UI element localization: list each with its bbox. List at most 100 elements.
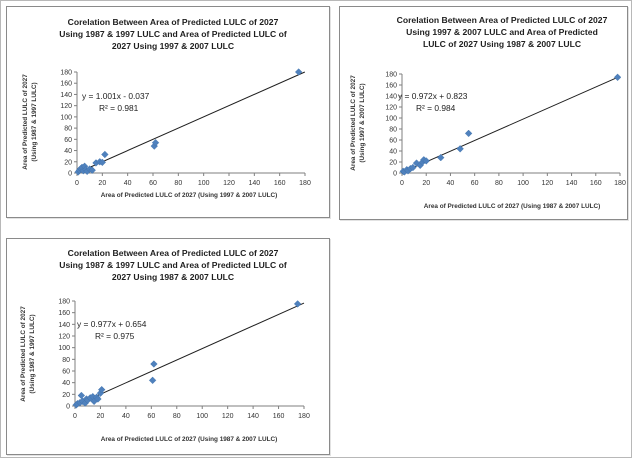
data-point [98,385,106,394]
x-tick-label: 60 [147,413,155,420]
chart-title-line: Corelation Between Area of Predicted LUL… [68,17,279,27]
y-tick-label: 140 [58,322,70,329]
data-point [150,360,158,368]
trendline-equation: y = 0.977x + 0.654 [77,319,147,329]
y-tick-label: 0 [68,171,72,178]
y-tick-label: 100 [58,345,70,352]
chart-panel-2: Corelation Between Area of Predicted LUL… [339,6,628,220]
chart-title-line: Corelation Between Area of Predicted LUL… [68,248,279,258]
y-tick-label: 20 [389,160,397,167]
x-tick-label: 120 [541,180,553,187]
data-point [412,159,421,167]
x-axis-label: Area of Predicted LULC of 2027 (Using 19… [101,436,278,443]
data-point [409,163,417,172]
y-tick-label: 140 [60,92,72,99]
x-tick-label: 40 [124,180,132,187]
data-point [94,395,102,403]
y-tick-label: 120 [58,334,70,341]
data-point [148,376,157,385]
data-point [613,73,622,81]
data-point [422,157,430,165]
y-tick-label: 120 [385,105,397,112]
x-axis-label: Area of Predicted LULC of 2027 (Using 19… [424,203,601,210]
trendline-r-squared: R² = 0.984 [416,103,456,113]
trendline-r-squared: R² = 0.981 [99,103,139,113]
y-tick-label: 40 [389,149,397,156]
y-axis-label: Area of Predicted LULC of 2027 (Using 199… [350,75,366,171]
y-axis-label: Area of Predicted LULC of 2027 (Using 198… [20,306,36,402]
data-point [151,139,160,147]
x-tick-label: 140 [248,180,260,187]
trendline-equation: y = 1.001x - 0.037 [82,91,150,101]
y-axis-label-line: (Using 1987 & 1997 LULC) [29,314,36,393]
x-tick-label: 100 [196,413,208,420]
x-tick-label: 60 [471,180,479,187]
data-point [88,166,96,174]
x-tick-label: 60 [149,180,157,187]
x-tick-label: 40 [447,180,455,187]
trendline-r-squared: R² = 0.975 [95,331,135,341]
x-tick-label: 20 [422,180,430,187]
y-tick-label: 120 [60,103,72,110]
x-tick-label: 140 [247,413,259,420]
data-point [294,68,303,76]
y-tick-label: 180 [58,299,70,306]
data-point [437,153,445,162]
y-tick-label: 180 [60,70,72,77]
chart-title-line: LULC of 2027 Using 1987 & 2007 LULC [423,39,581,49]
scatter-chart-3: Corelation Between Area of Predicted LUL… [20,248,310,443]
x-tick-label: 160 [590,180,602,187]
data-point [456,145,464,153]
x-tick-label: 20 [97,413,105,420]
y-tick-label: 80 [62,357,70,364]
y-tick-label: 100 [60,114,72,121]
x-tick-label: 160 [273,413,285,420]
data-point [98,158,107,167]
scatter-chart-1: Corelation Between Area of Predicted LUL… [22,17,311,199]
y-tick-label: 160 [385,83,397,90]
x-tick-label: 80 [174,180,182,187]
x-tick-label: 180 [298,413,310,420]
y-axis-label-line: (Using 1997 & 2007 LULC) [359,83,366,162]
chart-panel-1: Corelation Between Area of Predicted LUL… [6,6,330,218]
x-tick-label: 100 [198,180,210,187]
y-tick-label: 100 [385,116,397,123]
chart-title-line: 2027 Using 1997 & 2007 LULC [112,41,234,51]
y-tick-label: 180 [385,72,397,79]
y-axis-label-line: (Using 1987 & 1997 LULC) [31,82,38,161]
y-tick-label: 20 [62,392,70,399]
x-tick-label: 120 [222,413,234,420]
trendline [74,302,305,407]
y-tick-label: 140 [385,94,397,101]
x-tick-label: 100 [517,180,529,187]
data-point [77,391,86,400]
y-tick-label: 0 [66,404,70,411]
y-tick-label: 160 [60,81,72,88]
y-tick-label: 40 [64,148,72,155]
chart-title-line: Using 1987 & 1997 LULC and Area of Predi… [59,260,287,270]
chart-title-line: Corelation Between Area of Predicted LUL… [397,15,608,25]
chart-title-line: 2027 Using 1987 & 2007 LULC [112,272,234,282]
x-tick-label: 160 [274,180,286,187]
chart-title-line: Using 1997 & 2007 LULC and Area of Predi… [406,27,598,37]
y-tick-label: 80 [389,127,397,134]
x-tick-label: 40 [122,413,130,420]
y-tick-label: 60 [64,137,72,144]
scatter-chart-2: Corelation Between Area of Predicted LUL… [350,15,626,210]
x-tick-label: 0 [73,413,77,420]
x-tick-label: 120 [223,180,235,187]
y-axis-label-line: Area of Predicted LULC of 2027 [20,306,27,402]
trendline-equation: y = 0.972x + 0.823 [398,91,468,101]
chart-title-line: Using 1987 & 1997 LULC and Area of Predi… [59,29,287,39]
y-tick-label: 0 [393,171,397,178]
y-axis-label-line: Area of Predicted LULC of 2027 [350,75,357,171]
x-tick-label: 0 [400,180,404,187]
y-tick-label: 60 [62,369,70,376]
data-point [101,150,109,159]
data-point [464,129,473,138]
x-tick-label: 20 [98,180,106,187]
y-tick-label: 20 [64,159,72,166]
x-tick-label: 80 [173,413,181,420]
y-tick-label: 160 [58,310,70,317]
